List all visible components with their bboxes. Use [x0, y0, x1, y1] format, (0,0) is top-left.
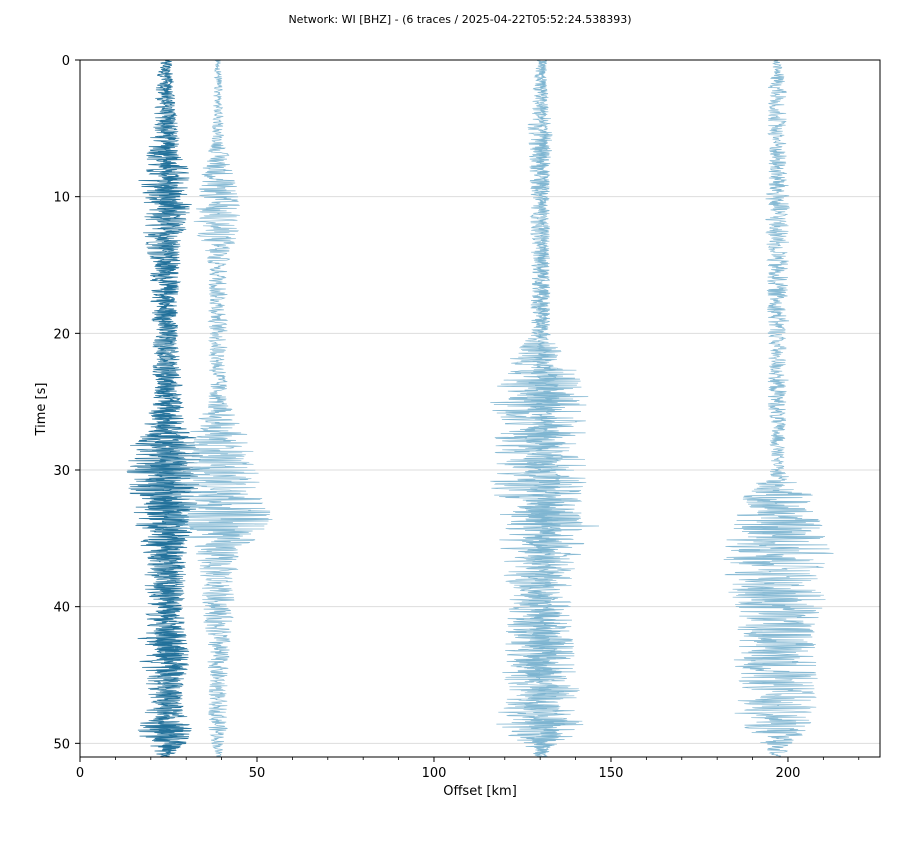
- y-tick-label-0: 0: [62, 54, 70, 69]
- axis-ticks: 0 50 100 150 200 0 10 20 30 40 50: [53, 54, 860, 781]
- y-axis-label: Time [s]: [34, 383, 49, 437]
- trace-197km: [723, 59, 834, 758]
- trace-39km: [165, 59, 273, 758]
- x-tick-label-150: 150: [599, 766, 624, 781]
- x-tick-label-100: 100: [422, 766, 447, 781]
- plot-frame: [79, 59, 881, 758]
- y-tick-label-40: 40: [53, 601, 70, 616]
- trace-130km: [490, 59, 600, 758]
- y-tick-label-50: 50: [53, 737, 70, 752]
- chart-title: Network: WI [BHZ] - (6 traces / 2025-04-…: [288, 13, 632, 26]
- traces: [126, 59, 834, 758]
- x-tick-label-0: 0: [76, 766, 84, 781]
- y-tick-label-10: 10: [53, 191, 70, 206]
- x-tick-label-50: 50: [249, 766, 266, 781]
- y-tick-label-20: 20: [53, 327, 70, 342]
- x-axis-label: Offset [km]: [443, 784, 517, 799]
- y-tick-label-30: 30: [53, 464, 70, 479]
- trace-131km: [522, 59, 566, 758]
- x-tick-label-200: 200: [776, 766, 801, 781]
- trace-25km: [144, 59, 193, 758]
